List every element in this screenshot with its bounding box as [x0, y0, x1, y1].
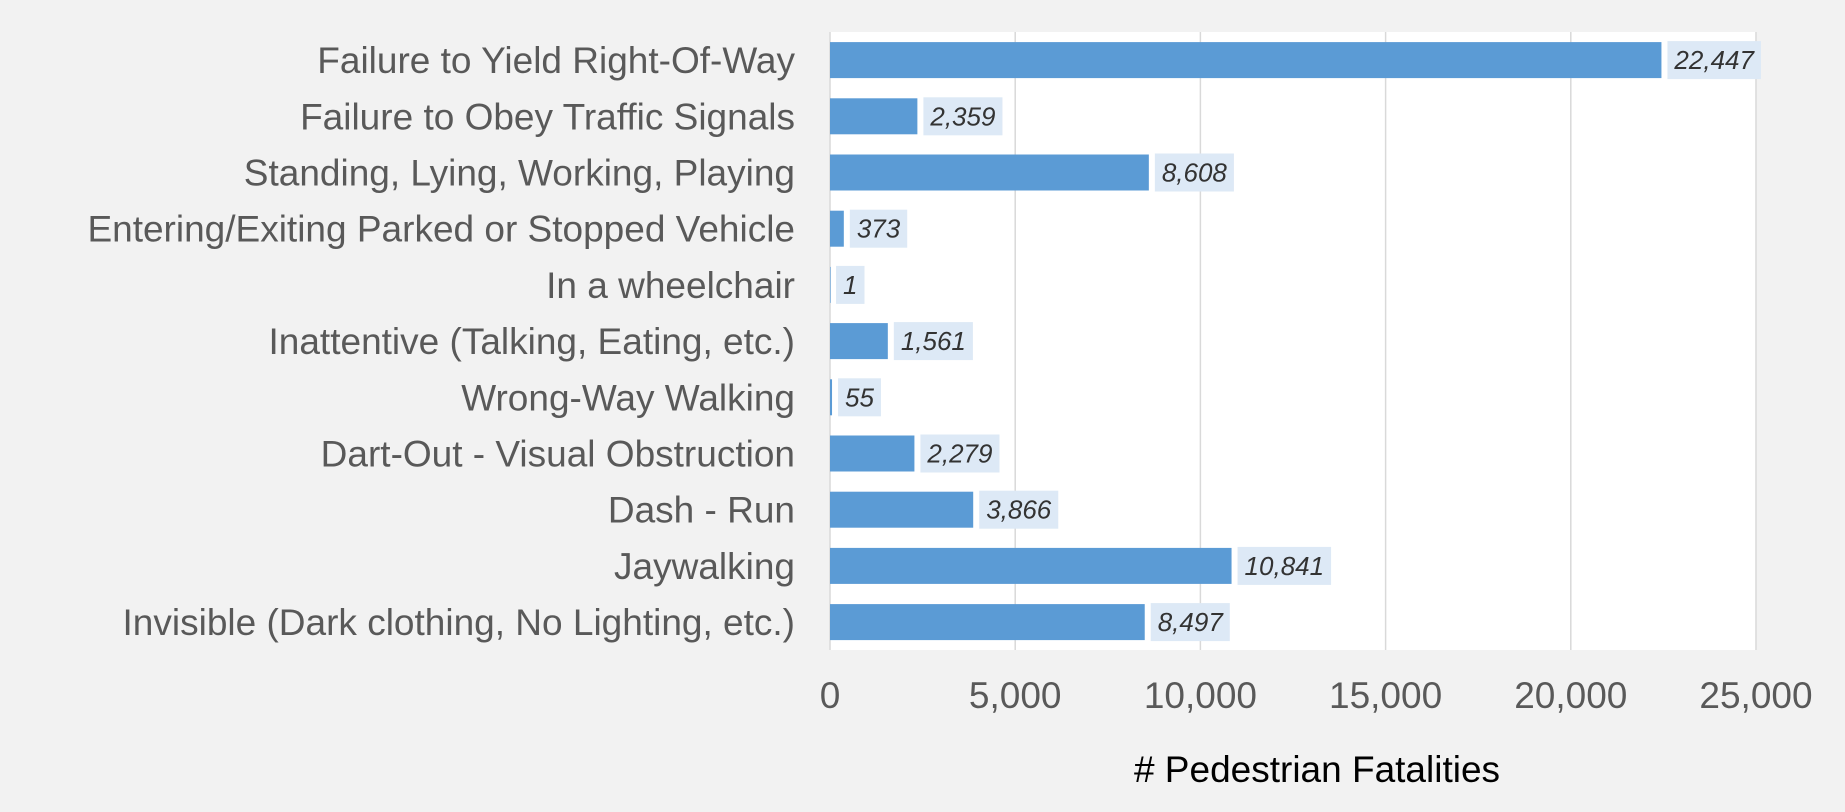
bar: [830, 42, 1661, 78]
data-label: 1,561: [894, 322, 973, 360]
category-label: Failure to Yield Right-Of-Way: [317, 40, 795, 81]
data-label: 55: [838, 378, 881, 416]
data-label: 2,359: [923, 97, 1002, 135]
data-label-text: 1,561: [901, 326, 966, 356]
data-label-text: 3,866: [986, 495, 1052, 525]
bar: [830, 548, 1232, 584]
x-tick-label: 25,000: [1699, 675, 1812, 716]
data-label: 1: [836, 266, 864, 304]
bar: [830, 155, 1149, 191]
data-label-text: 22,447: [1673, 45, 1755, 75]
data-label-text: 10,841: [1245, 551, 1325, 581]
data-label-text: 2,279: [926, 439, 992, 469]
category-label: Invisible (Dark clothing, No Lighting, e…: [123, 602, 795, 643]
x-tick-label: 0: [820, 675, 841, 716]
x-tick-label: 5,000: [969, 675, 1062, 716]
data-label-text: 373: [857, 214, 901, 244]
data-label-text: 1: [843, 270, 857, 300]
category-labels: Failure to Yield Right-Of-Way Failure to …: [87, 40, 795, 643]
category-label: Dash - Run: [608, 490, 795, 531]
bar: [830, 492, 973, 528]
data-label-text: 55: [845, 382, 874, 412]
x-tick-label: 20,000: [1514, 675, 1627, 716]
data-label: 22,447: [1667, 41, 1761, 79]
bar: [830, 323, 888, 359]
category-label: Dart-Out - Visual Obstruction: [321, 434, 795, 475]
x-tick-label: 10,000: [1144, 675, 1257, 716]
data-label-text: 8,608: [1162, 158, 1228, 188]
category-label: Standing, Lying, Working, Playing: [244, 153, 795, 194]
category-label: Wrong-Way Walking: [461, 377, 795, 418]
x-axis-title: # Pedestrian Fatalities: [1134, 749, 1500, 790]
x-tick-label: 15,000: [1329, 675, 1442, 716]
category-label: Failure to Obey Traffic Signals: [300, 96, 795, 137]
data-label: 3,866: [979, 491, 1058, 529]
bar: [830, 604, 1145, 640]
bar: [830, 267, 831, 303]
bar: [830, 436, 914, 472]
category-label: In a wheelchair: [546, 265, 795, 306]
data-label: 8,608: [1155, 154, 1234, 192]
data-label-text: 8,497: [1158, 607, 1225, 637]
data-label: 10,841: [1238, 547, 1332, 585]
data-label-text: 2,359: [929, 101, 995, 131]
data-label: 373: [850, 210, 907, 248]
category-label: Inattentive (Talking, Eating, etc.): [269, 321, 796, 362]
x-tick-labels: 0 5,000 10,000 15,000 20,000 25,000: [820, 675, 1813, 716]
category-label: Entering/Exiting Parked or Stopped Vehic…: [87, 209, 795, 250]
bar: [830, 98, 917, 134]
data-label: 2,279: [920, 435, 999, 473]
category-label: Jaywalking: [614, 546, 795, 587]
data-label: 8,497: [1151, 603, 1230, 641]
bar: [830, 211, 844, 247]
bar: [830, 379, 832, 415]
